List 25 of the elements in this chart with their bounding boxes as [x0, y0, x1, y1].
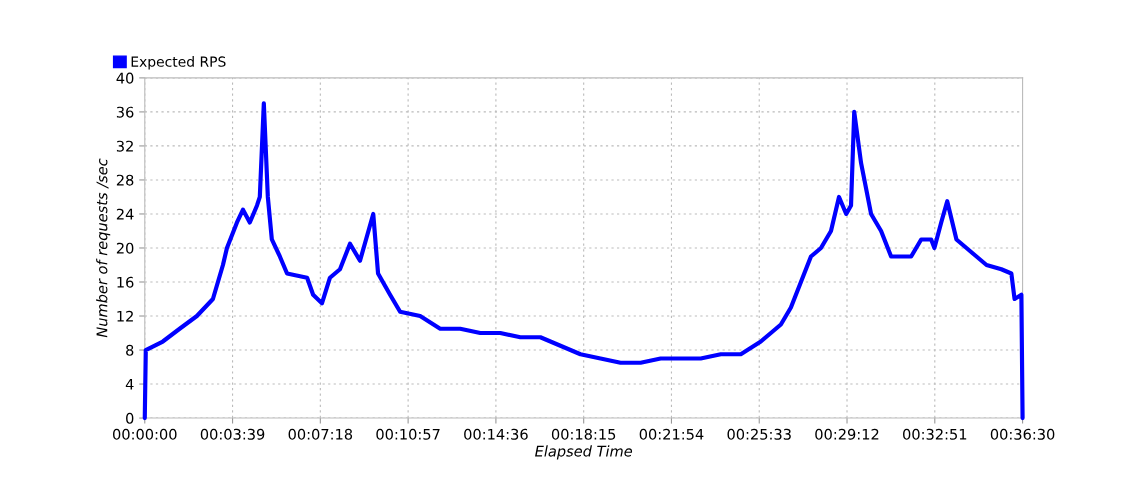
x-tick-label: 00:07:18 — [288, 428, 353, 440]
x-tick-label: 00:14:36 — [464, 428, 528, 440]
y-tick-label: 28 — [116, 174, 134, 186]
x-tick-label: 00:29:12 — [815, 428, 879, 440]
legend-label: Expected RPS — [131, 56, 226, 70]
x-tick-label: 00:21:54 — [639, 428, 704, 440]
y-tick-label: 16 — [117, 276, 134, 288]
y-tick-label: 32 — [116, 140, 133, 152]
y-tick-label: 40 — [116, 72, 134, 84]
y-tick-label: 36 — [116, 106, 134, 118]
x-tick-label: 00:18:15 — [551, 428, 616, 440]
x-tick-label: 00:32:51 — [903, 428, 967, 440]
y-tick-label: 8 — [126, 344, 134, 356]
x-tick-label: 00:25:33 — [727, 428, 791, 440]
x-tick-label: 00:36:30 — [990, 428, 1055, 440]
y-axis-title: Number of requests /sec — [96, 158, 111, 338]
x-tick-label: 00:10:57 — [376, 428, 440, 440]
x-tick-label: 00:00:00 — [112, 428, 177, 440]
y-tick-label: 24 — [116, 208, 134, 220]
x-tick-label: 00:03:39 — [200, 428, 265, 440]
y-tick-label: 20 — [116, 242, 134, 254]
x-axis-title: Elapsed Time — [535, 445, 633, 460]
y-tick-label: 12 — [117, 310, 133, 322]
y-tick-label: 0 — [126, 412, 134, 424]
y-tick-label: 4 — [125, 378, 134, 390]
